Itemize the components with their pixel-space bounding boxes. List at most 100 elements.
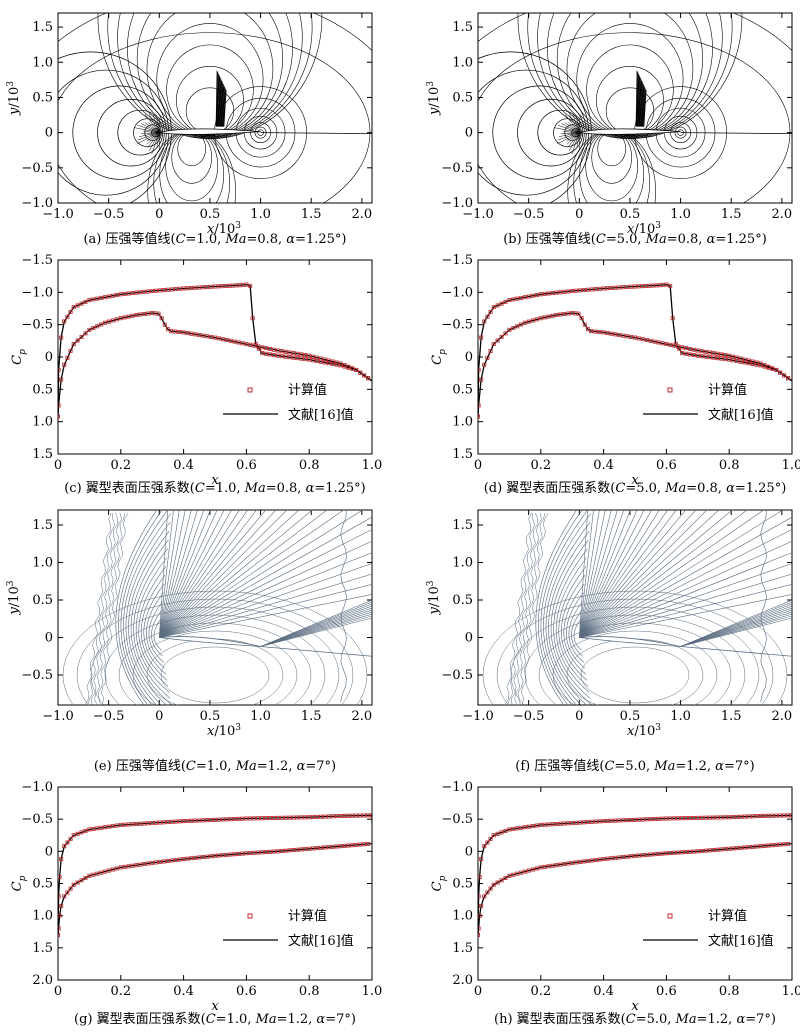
- computed-marker: [699, 349, 704, 354]
- computed-marker: [264, 816, 269, 821]
- contour-line: [561, 123, 580, 133]
- computed-marker: [256, 816, 261, 821]
- contour-line: [156, 23, 264, 136]
- caption-part: (c) 翼型表面压强系数(: [64, 481, 195, 496]
- computed-marker: [322, 845, 327, 850]
- computed-marker: [197, 855, 202, 860]
- computed-marker: [260, 816, 265, 821]
- computed-marker: [711, 351, 716, 356]
- fan-line: [158, 510, 186, 638]
- computed-marker: [684, 816, 689, 821]
- bow-shock-line: [91, 512, 118, 705]
- contour-line: [140, 132, 160, 135]
- x-axis-unit: /10: [214, 724, 235, 739]
- computed-marker: [236, 851, 241, 856]
- computed-marker: [118, 316, 123, 321]
- shock-line: [216, 73, 219, 127]
- computed-marker: [95, 826, 100, 831]
- computed-marker: [523, 320, 528, 325]
- fan-line: [159, 510, 313, 638]
- computed-marker: [260, 850, 265, 855]
- computed-marker: [482, 894, 487, 899]
- computed-marker: [283, 354, 288, 359]
- contour-line: [123, 513, 172, 705]
- y-tick-label: 1.5: [32, 518, 53, 533]
- y-tick-label: 1.5: [452, 20, 473, 35]
- computed-marker: [150, 860, 155, 865]
- computed-marker: [703, 354, 708, 359]
- computed-marker: [538, 292, 543, 297]
- y-tick-label: 1.0: [32, 415, 53, 430]
- y-axis-label: Cp: [10, 875, 28, 891]
- computed-marker: [574, 820, 579, 825]
- computed-marker: [485, 314, 490, 319]
- computed-marker: [197, 818, 202, 823]
- computed-marker: [503, 828, 508, 833]
- y-axis-label: Cp: [430, 349, 448, 365]
- contour-line: [576, 23, 684, 136]
- computed-marker: [59, 904, 64, 909]
- x-tick-label: 0.6: [236, 458, 257, 473]
- x-tick-label: 1.0: [782, 984, 800, 999]
- computed-marker: [99, 825, 104, 830]
- legend-marker-label: 计算值: [708, 908, 747, 924]
- x-tick-label: 0: [155, 709, 163, 724]
- computed-marker: [664, 342, 669, 347]
- contour-line: [76, 598, 354, 705]
- shock-line: [680, 603, 792, 647]
- computed-marker: [786, 376, 791, 381]
- computed-marker: [326, 361, 331, 366]
- caption-part: =1.25°): [715, 232, 766, 247]
- computed-marker: [62, 319, 67, 324]
- computed-marker: [652, 339, 657, 344]
- fan-line: [579, 510, 645, 638]
- contour-line: [140, 574, 168, 681]
- computed-marker: [256, 850, 261, 855]
- contour-line: [62, 590, 368, 705]
- shock-line: [642, 87, 646, 127]
- computed-marker: [527, 868, 532, 873]
- computed-marker: [65, 840, 70, 845]
- computed-marker: [499, 334, 504, 339]
- plot-frame: [57, 509, 373, 706]
- computed-marker: [554, 312, 559, 317]
- computed-marker: [71, 833, 76, 838]
- computed-marker: [150, 289, 155, 294]
- computed-marker: [252, 850, 257, 855]
- shock-line: [639, 81, 643, 127]
- computed-marker: [699, 354, 704, 359]
- computed-marker: [369, 813, 372, 818]
- contour-line: [151, 610, 163, 657]
- computed-marker: [609, 285, 614, 290]
- computed-marker: [99, 870, 104, 875]
- y-tick-label: 2.0: [32, 973, 53, 988]
- contour-line: [58, 32, 371, 203]
- computed-marker: [130, 313, 135, 318]
- reference-line-lower: [478, 842, 792, 936]
- computed-marker: [511, 297, 516, 302]
- caption-part: C: [596, 232, 606, 247]
- fan-line: [579, 510, 748, 638]
- x-axis-var: x: [627, 724, 635, 739]
- x-tick-label: 0: [474, 458, 482, 473]
- computed-marker: [232, 817, 237, 822]
- computed-marker: [499, 878, 504, 883]
- computed-marker: [59, 857, 64, 862]
- computed-marker: [660, 816, 665, 821]
- contour-line: [135, 557, 170, 693]
- computed-marker: [786, 841, 791, 846]
- computed-marker: [644, 338, 649, 343]
- computed-marker: [260, 345, 265, 350]
- computed-marker: [680, 850, 685, 855]
- computed-marker: [672, 850, 677, 855]
- x-tick-label: 1.0: [362, 458, 383, 473]
- computed-marker: [485, 890, 490, 895]
- fan-line: [579, 573, 792, 638]
- caption-part: =1.2,: [277, 1012, 317, 1027]
- computed-marker: [315, 355, 320, 360]
- computed-marker: [566, 821, 571, 826]
- computed-marker: [621, 855, 626, 860]
- computed-marker: [546, 314, 551, 319]
- computed-marker: [754, 814, 759, 819]
- computed-marker: [264, 346, 269, 351]
